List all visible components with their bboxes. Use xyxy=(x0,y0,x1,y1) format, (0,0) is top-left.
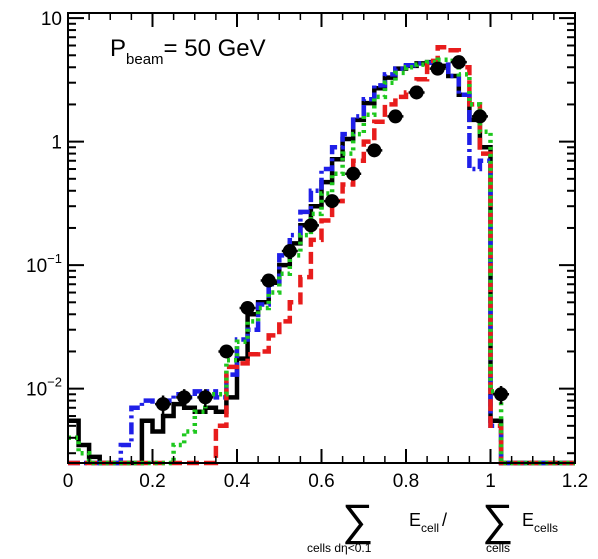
data-point-8 xyxy=(325,194,340,209)
beam-annotation: Pbeam= 50 GeV xyxy=(110,35,266,68)
x-tick-label-0: 0 xyxy=(63,471,74,492)
x-tick-label-4: 0.8 xyxy=(393,471,419,492)
y-tick-label-0: 10−2 xyxy=(26,375,62,401)
data-point-3 xyxy=(219,344,234,359)
x-tick-label-3: 0.6 xyxy=(308,471,334,492)
y-tick-label-1: 10−1 xyxy=(26,251,62,277)
data-point-16 xyxy=(494,387,509,402)
y-tick-labels: 10−2 10−1 1 10 xyxy=(26,9,62,401)
data-point-13 xyxy=(430,61,445,76)
data-point-0 xyxy=(156,397,171,412)
x-tick-label-1: 0.2 xyxy=(139,471,165,492)
data-point-15 xyxy=(472,109,487,124)
data-point-12 xyxy=(409,85,424,100)
x-axis-label: ∑ cells dη<0.1 Ecell / ∑ cells Ecells xyxy=(307,496,558,555)
xlabel-term2: Ecells xyxy=(522,510,558,535)
annotation-rest: = 50 GeV xyxy=(164,35,266,62)
data-point-11 xyxy=(388,109,403,124)
data-point-7 xyxy=(303,218,318,233)
xlabel-term1: Ecell / xyxy=(409,510,447,535)
data-point-6 xyxy=(282,244,297,259)
x-tick-label-2: 0.4 xyxy=(224,471,251,492)
data-point-10 xyxy=(367,143,382,158)
series-3-histogram xyxy=(68,57,575,466)
data-point-5 xyxy=(261,273,276,288)
x-tick-label-6: 1.2 xyxy=(562,471,588,492)
y-tick-label-2: 1 xyxy=(51,133,62,154)
data-point-2 xyxy=(198,390,213,405)
sum-symbol-2: ∑ xyxy=(482,496,513,545)
x-tick-labels: 0 0.2 0.4 0.6 0.8 1 1.2 xyxy=(63,471,589,492)
annotation-main: P xyxy=(110,35,126,62)
sum1-subscript: cells dη<0.1 xyxy=(307,541,372,555)
sum2-subscript: cells xyxy=(486,541,510,555)
annotation-sub: beam xyxy=(126,51,164,68)
data-point-4 xyxy=(240,300,255,315)
x-tick-label-5: 1 xyxy=(485,471,496,492)
data-point-9 xyxy=(346,166,361,181)
ticks-layer xyxy=(67,13,576,463)
points-layer xyxy=(155,55,510,415)
data-point-1 xyxy=(177,390,192,405)
sum-symbol-1: ∑ xyxy=(342,496,373,545)
y-tick-label-3: 10 xyxy=(41,9,62,30)
data-point-14 xyxy=(451,55,466,70)
